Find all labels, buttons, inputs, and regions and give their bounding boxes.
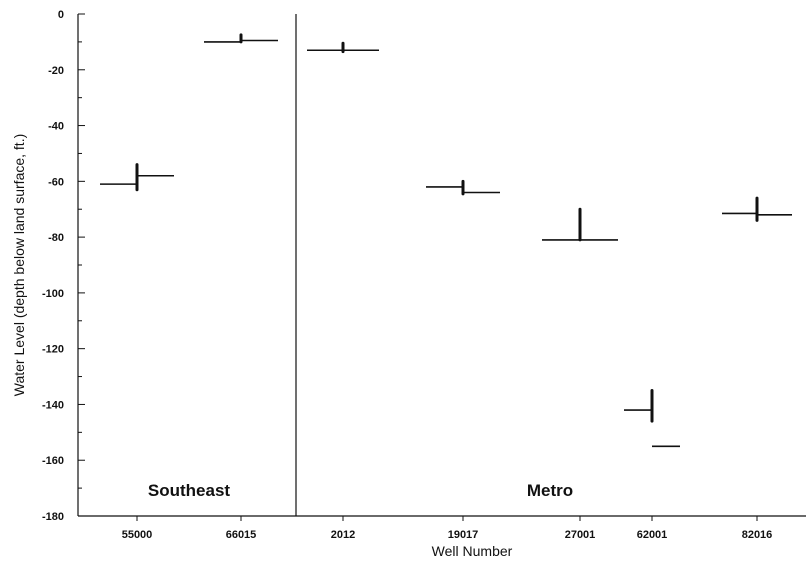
x-tick-label: 55000 (122, 529, 153, 541)
x-axis-title: Well Number (432, 543, 513, 559)
y-ticks: 0 -20 -40 -60 -80 -100 -120 -140 -160 -180 (42, 9, 85, 523)
y-tick-label: -40 (48, 121, 64, 133)
x-tick-label: 66015 (226, 529, 257, 541)
chart-axes (77, 14, 806, 517)
y-tick-label: -80 (48, 232, 64, 244)
x-tick-label: 27001 (565, 529, 596, 541)
x-tick-label: 19017 (448, 529, 479, 541)
y-tick-label: -140 (42, 399, 64, 411)
region-label: Southeast (148, 481, 231, 500)
x-tick-label: 82016 (742, 529, 773, 541)
y-tick-label: -180 (42, 511, 64, 523)
y-tick-label: -120 (42, 344, 64, 356)
y-axis-title: Water Level (depth below land surface, f… (11, 134, 27, 397)
y-tick-label: -20 (48, 65, 64, 77)
region-label: Metro (527, 481, 573, 500)
y-tick-label: -60 (48, 176, 64, 188)
data-marks (100, 33, 792, 448)
region-labels: Southeast Metro (148, 481, 573, 500)
y-tick-label: 0 (58, 9, 64, 21)
x-tick-label: 2012 (331, 529, 355, 541)
x-ticks: 55000 66015 2012 19017 27001 62001 82016 (122, 516, 773, 541)
y-tick-label: -160 (42, 455, 64, 467)
x-tick-label: 62001 (637, 529, 668, 541)
y-tick-label: -100 (42, 288, 64, 300)
